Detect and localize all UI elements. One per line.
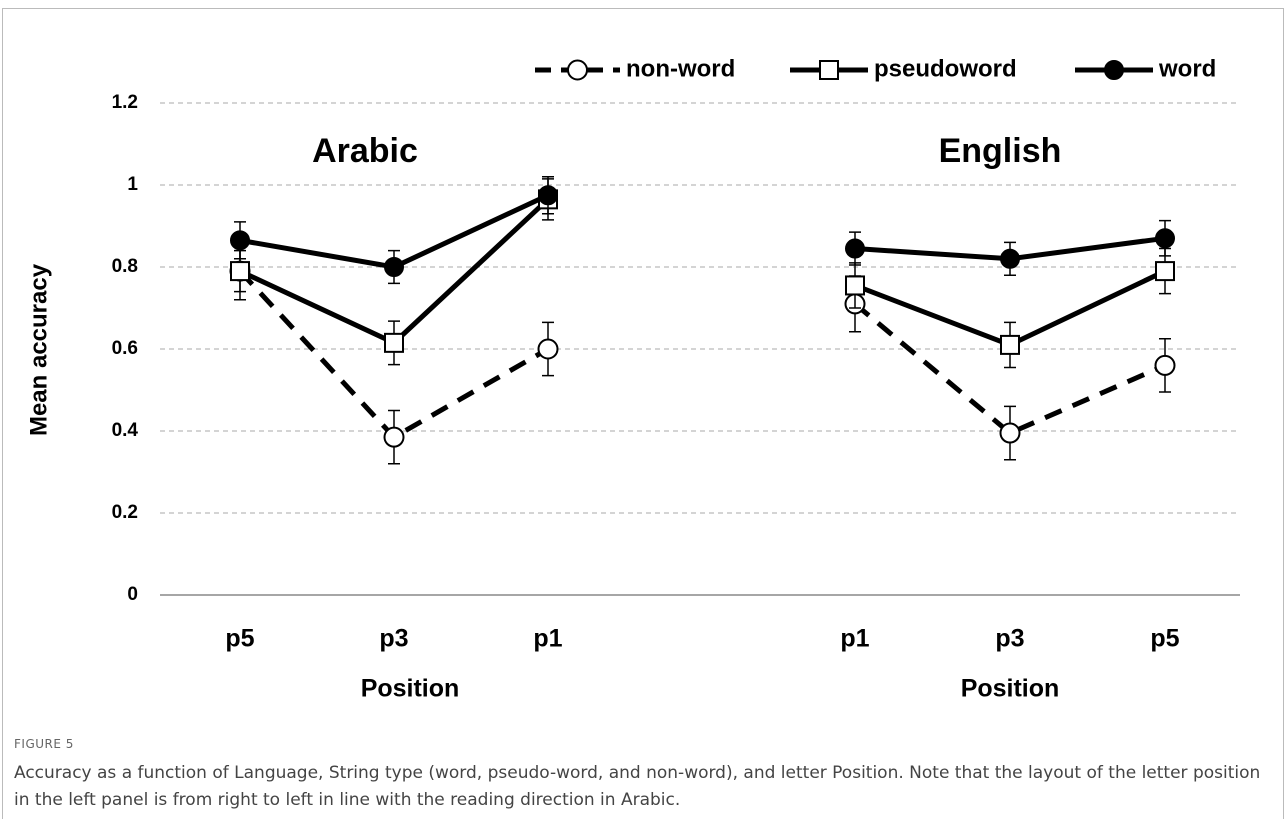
x-tick-label: p1 xyxy=(840,625,869,653)
y-tick-label: 1 xyxy=(127,174,138,195)
point xyxy=(537,338,559,360)
y-axis-label: Mean accuracy xyxy=(25,263,52,436)
point xyxy=(1000,334,1020,355)
point xyxy=(845,238,865,259)
x-tick-label: p1 xyxy=(533,625,562,653)
y-tick-label: 0.4 xyxy=(112,420,139,441)
chart: 0 0.2 0.4 0.6 0.8 1 1.2 Mean accuracy non-word ps… xyxy=(25,55,1240,703)
point xyxy=(1000,248,1020,269)
point xyxy=(1155,228,1175,249)
x-tick-label: p3 xyxy=(379,625,408,653)
x-tick-label: p3 xyxy=(995,625,1024,653)
y-tick-label: 0 xyxy=(127,584,138,605)
legend-marker xyxy=(1104,60,1124,80)
y-tick-label: 1.2 xyxy=(112,92,138,113)
y-tick-label: 0.8 xyxy=(112,256,138,277)
y-tick-label: 0.2 xyxy=(112,502,138,523)
point xyxy=(383,426,405,448)
point xyxy=(1155,261,1175,282)
figure-label: FIGURE 5 xyxy=(14,737,74,751)
series-line xyxy=(853,301,1167,436)
x-axis-label: Position xyxy=(961,675,1060,703)
legend-label: pseudoword xyxy=(874,55,1017,82)
legend-marker xyxy=(819,60,839,80)
point xyxy=(384,332,404,353)
point xyxy=(230,261,250,282)
panel-title: Arabic xyxy=(312,132,418,170)
x-axis-label: Position xyxy=(361,675,460,703)
panel-title: English xyxy=(939,132,1062,170)
y-tick-label: 0.6 xyxy=(112,338,138,359)
figure-frame xyxy=(2,8,1284,819)
point xyxy=(230,230,250,251)
legend-marker xyxy=(567,59,588,81)
point xyxy=(845,275,865,296)
figure-caption: Accuracy as a function of Language, Stri… xyxy=(14,763,1261,810)
legend-label: word xyxy=(1158,55,1216,82)
point xyxy=(999,422,1021,444)
legend-label: non-word xyxy=(626,55,735,82)
point xyxy=(1154,354,1176,376)
point xyxy=(384,257,404,277)
point xyxy=(538,185,558,206)
x-tick-label: p5 xyxy=(225,625,254,653)
x-tick-label: p5 xyxy=(1150,625,1179,653)
